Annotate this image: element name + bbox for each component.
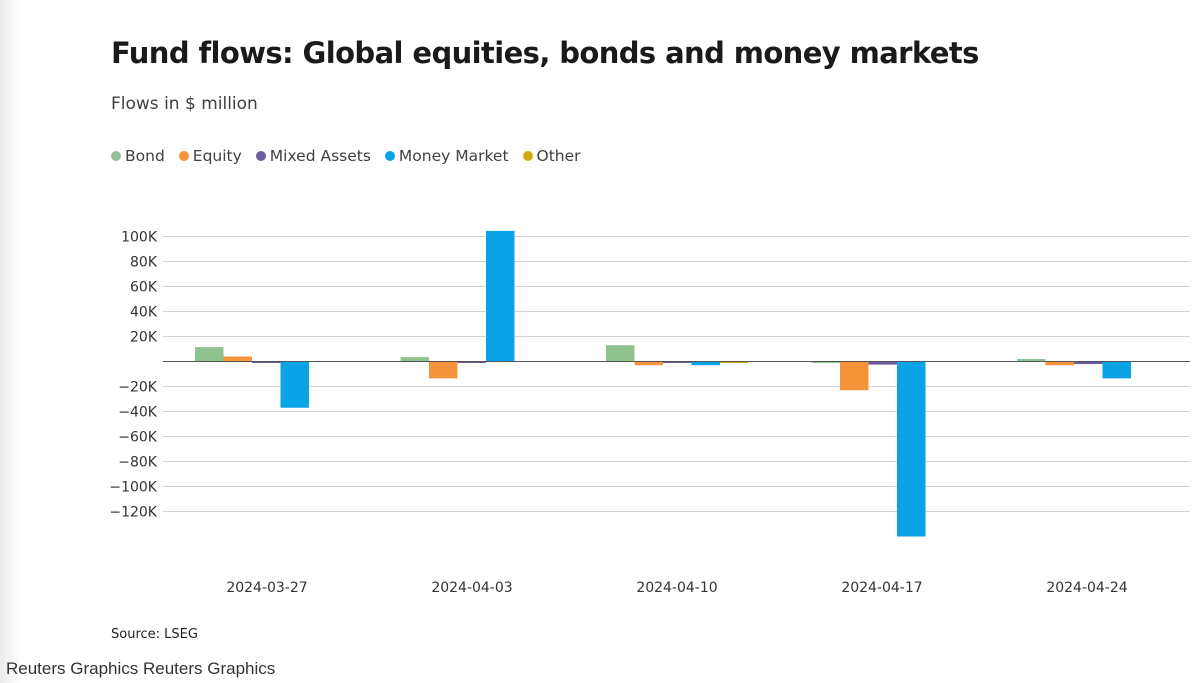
x-tick-label: 2024-04-10 — [636, 580, 717, 596]
bar-money-market-2024-04-24 — [1102, 361, 1131, 379]
legend-item-mixed-assets: Mixed Assets — [255, 147, 371, 165]
bar-bond-2024-04-17 — [811, 361, 840, 363]
bar-mixed-assets-2024-04-17 — [868, 361, 897, 365]
legend-swatch-bond — [111, 151, 121, 161]
left-edge-shade — [0, 0, 22, 683]
chart-legend: Bond Equity Mixed Assets Money Market Ot… — [111, 147, 595, 165]
bar-money-market-2024-04-10 — [691, 361, 720, 366]
legend-label-equity: Equity — [192, 147, 242, 165]
y-tick-label: −40K — [118, 405, 158, 421]
y-tick-label: 20K — [130, 330, 158, 346]
legend-label-mixed-assets: Mixed Assets — [269, 147, 371, 165]
bar-equity-2024-04-24 — [1045, 361, 1074, 366]
legend-label-other: Other — [536, 147, 581, 165]
bar-other-2024-04-10 — [720, 361, 749, 363]
source-note: Source: LSEG — [111, 627, 198, 642]
y-axis-ticks: 100K 80K 60K 40K 20K −20K −40K −60K −80K −100K −12… — [109, 230, 157, 521]
y-tick-label: −120K — [109, 505, 157, 521]
legend-item-money-market: Money Market — [384, 147, 509, 165]
y-tick-label: 80K — [130, 255, 158, 271]
y-tick-label: −100K — [109, 480, 157, 496]
bar-money-market-2024-04-17 — [897, 361, 926, 537]
bar-bond-2024-04-10 — [606, 345, 635, 362]
bar-bond-2024-03-27 — [195, 347, 224, 362]
legend-item-equity: Equity — [178, 147, 242, 165]
legend-swatch-mixed-assets — [255, 151, 266, 161]
bar-equity-2024-04-17 — [840, 361, 869, 391]
bar-mixed-assets-2024-03-27 — [252, 361, 281, 363]
footer-credit: Reuters Graphics Reuters Graphics — [6, 659, 276, 678]
x-tick-label: 2024-04-03 — [431, 580, 512, 596]
bar-bond-2024-04-03 — [400, 357, 429, 362]
legend-swatch-equity — [178, 151, 189, 161]
y-tick-label: 40K — [130, 305, 158, 321]
chart-subtitle: Flows in $ million — [111, 94, 258, 114]
y-tick-label: −60K — [118, 430, 158, 446]
bar-bond-2024-04-24 — [1017, 359, 1046, 362]
gridlines — [163, 236, 1190, 512]
legend-swatch-other — [522, 151, 533, 161]
x-axis-ticks: 2024-03-27 2024-04-03 2024-04-10 2024-04-17… — [226, 580, 1127, 596]
bar-equity-2024-04-10 — [634, 361, 663, 366]
x-tick-label: 2024-04-24 — [1046, 580, 1127, 596]
x-tick-label: 2024-04-17 — [841, 580, 922, 596]
legend-swatch-money-market — [384, 151, 395, 161]
bars — [195, 230, 1131, 537]
legend-item-other: Other — [522, 147, 581, 165]
legend-item-bond: Bond — [111, 147, 165, 165]
bar-mixed-assets-2024-04-03 — [457, 361, 486, 363]
legend-label-money-market: Money Market — [398, 147, 509, 165]
y-tick-label: 100K — [121, 230, 158, 246]
bar-money-market-2024-03-27 — [280, 361, 309, 408]
legend-label-bond: Bond — [125, 147, 165, 165]
bar-money-market-2024-04-03 — [486, 230, 515, 362]
bar-mixed-assets-2024-04-24 — [1074, 361, 1103, 364]
x-tick-label: 2024-03-27 — [226, 580, 307, 596]
y-tick-label: 60K — [130, 280, 158, 296]
bar-mixed-assets-2024-04-10 — [663, 361, 692, 363]
bar-equity-2024-04-03 — [429, 361, 458, 379]
chart-title: Fund flows: Global equities, bonds and m… — [111, 36, 979, 70]
bar-equity-2024-03-27 — [223, 356, 252, 362]
y-tick-label: −20K — [118, 380, 158, 396]
y-tick-label: −80K — [118, 455, 158, 471]
